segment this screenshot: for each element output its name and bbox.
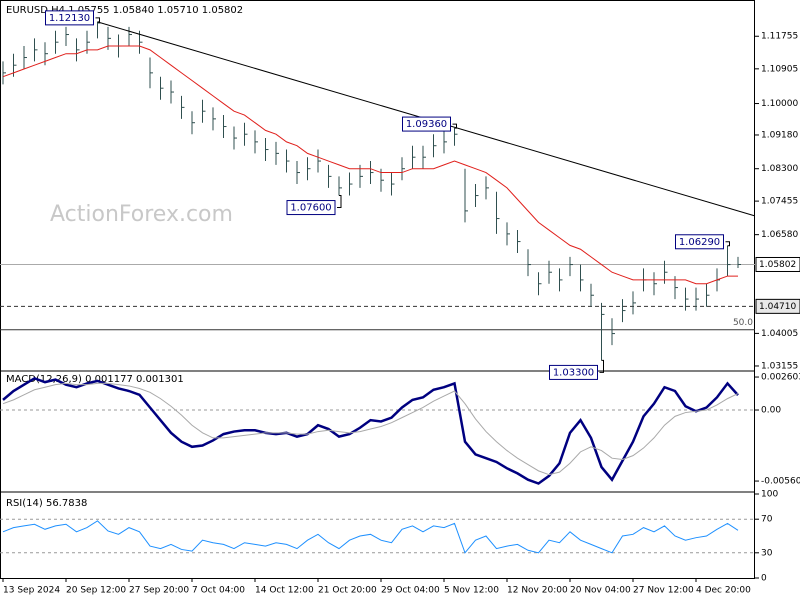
x-tick-label: 20 Sep 12:00 <box>66 586 126 596</box>
plot-frame <box>0 0 755 579</box>
x-tick-label: 21 Oct 20:00 <box>318 586 377 596</box>
annotation-leader <box>599 359 604 373</box>
x-tick-label: 27 Sep 20:00 <box>129 586 189 596</box>
annotation-box <box>286 200 336 216</box>
annotation-box <box>675 234 724 250</box>
annotation: 1.03300 <box>553 367 594 378</box>
annotation-leader <box>337 195 342 209</box>
fib-label: 50.0 <box>733 318 753 328</box>
x-tick-label: 12 Nov 20:00 <box>507 586 568 596</box>
annotation-leader <box>95 17 100 23</box>
annotation: 1.07600 <box>290 203 331 214</box>
annotation-box <box>45 10 94 26</box>
y-tick-label: 0 <box>761 574 767 584</box>
annotation-leader <box>725 241 730 247</box>
y-tick-label: 1.10000 <box>761 99 798 109</box>
y-tick-label: 0.00 <box>761 406 781 416</box>
y-tick-label: 1.03155 <box>761 361 798 371</box>
level-label-box <box>755 256 800 272</box>
y-tick-label: 30 <box>761 548 773 558</box>
rsi-title: RSI(14) 56.7838 <box>6 498 87 509</box>
x-tick-label: 5 Nov 12:00 <box>444 586 499 596</box>
x-tick-label: 29 Oct 04:00 <box>381 586 440 596</box>
y-tick-label: 1.04005 <box>761 329 798 339</box>
x-tick-label: 7 Oct 04:00 <box>192 586 245 596</box>
annotation-box <box>549 364 598 380</box>
x-tick-label: 14 Oct 12:00 <box>255 586 314 596</box>
y-tick-label: 0.002603 <box>761 373 800 383</box>
annotation: 1.06290 <box>679 237 720 248</box>
macd-title: MACD(12,26,9) 0.001177 0.001301 <box>6 374 184 385</box>
y-tick-label: 1.08300 <box>761 164 798 174</box>
x-tick-label: 20 Nov 04:00 <box>570 586 631 596</box>
series-line <box>2 376 739 485</box>
level-label: 1.05802 <box>759 260 796 270</box>
annotation: 1.12130 <box>49 13 90 24</box>
y-tick-label: 1.07455 <box>761 197 798 207</box>
series-line <box>2 520 739 554</box>
chart-title: EURUSD,H4 1.05755 1.05840 1.05710 1.0580… <box>6 5 243 16</box>
y-tick-label: 70 <box>761 515 773 525</box>
x-tick-label: 4 Dec 20:00 <box>696 586 751 596</box>
annotation-leader <box>452 123 457 129</box>
y-tick-label: 1.09180 <box>761 130 798 140</box>
y-tick-label: -0.005604 <box>761 477 800 487</box>
y-tick-label: 1.10905 <box>761 64 798 74</box>
level-label-box <box>755 298 800 314</box>
series-line <box>2 382 739 476</box>
y-tick-label: 1.06580 <box>761 230 798 240</box>
y-tick-label: 1.11755 <box>761 32 798 42</box>
annotation: 1.09360 <box>406 119 447 130</box>
y-tick-label: 100 <box>761 490 778 500</box>
x-tick-label: 27 Nov 12:00 <box>633 586 694 596</box>
watermark: ActionForex.com <box>50 202 233 227</box>
x-tick-label: 13 Sep 2024 <box>3 586 60 596</box>
annotation-box <box>402 116 451 132</box>
series-line <box>2 45 738 285</box>
level-label: 1.04710 <box>759 302 796 312</box>
